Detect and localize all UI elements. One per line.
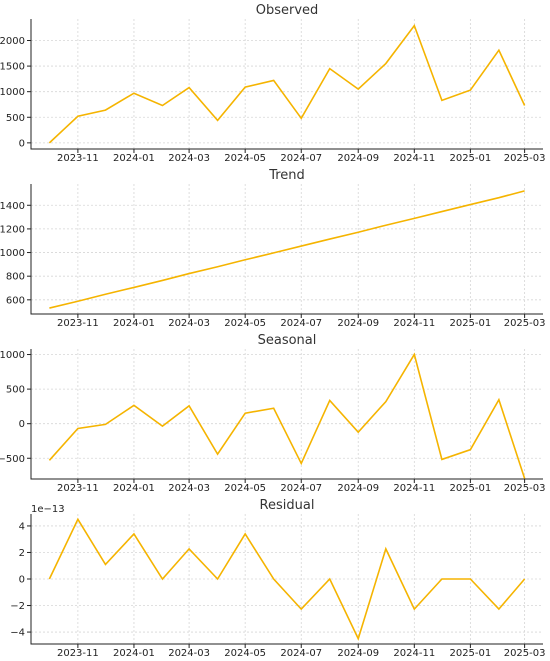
series-line-observed <box>48 23 526 144</box>
y-tick-label: 4 <box>19 521 25 532</box>
x-tick-label: 2025-03 <box>504 318 546 329</box>
y-tick-label: 1400 <box>0 201 25 212</box>
x-tick-label: 2023-11 <box>57 483 99 494</box>
y-tick-label: 2000 <box>0 36 25 47</box>
x-tick-label: 2024-03 <box>168 318 210 329</box>
axes-spine <box>30 184 543 315</box>
x-tick-label: 2025-03 <box>504 153 546 164</box>
x-tick-label: 2025-01 <box>449 483 491 494</box>
y-tick-label: 1000 <box>0 350 25 361</box>
x-tick-label: 2024-11 <box>393 153 435 164</box>
x-tick-label: 2024-07 <box>280 318 322 329</box>
x-tick-label: 2024-11 <box>393 648 435 659</box>
x-tick-label: 2024-05 <box>224 648 266 659</box>
panel-observed: 2023-11 2024-01 2024-03 2024-05 2024-07 2024-… <box>0 3 546 164</box>
y-tick-label: −500 <box>0 454 25 465</box>
x-tick-label: 2024-03 <box>168 648 210 659</box>
x-tick-label: 2024-11 <box>393 483 435 494</box>
x-tick-label: 2023-11 <box>57 318 99 329</box>
x-tick-label: 2024-01 <box>113 648 155 659</box>
y-tick-label: 0 <box>19 419 25 430</box>
x-tick-label: 2023-11 <box>57 153 99 164</box>
x-tick-label: 2024-05 <box>224 483 266 494</box>
x-tick-label: 2024-05 <box>224 318 266 329</box>
x-tick-label: 2023-11 <box>57 648 99 659</box>
x-tick-label: 2024-09 <box>337 648 379 659</box>
y-tick-label: 1000 <box>0 248 25 259</box>
y-tick-label: 1200 <box>0 224 25 235</box>
x-tick-label: 2024-09 <box>337 153 379 164</box>
x-tick-label: 2025-01 <box>449 153 491 164</box>
y-tick-label: 800 <box>6 272 25 283</box>
y-tick-label: −2 <box>10 601 25 612</box>
x-tick-label: 2024-01 <box>113 483 155 494</box>
offset-text: 1e−13 <box>31 504 65 515</box>
x-tick-label: 2024-05 <box>224 153 266 164</box>
y-tick-label: −4 <box>10 628 25 639</box>
y-tick-label: 600 <box>6 295 25 306</box>
y-tick-label: 1500 <box>0 62 25 73</box>
x-tick-label: 2025-03 <box>504 483 546 494</box>
panel-title: Observed <box>256 3 319 18</box>
x-tick-label: 2024-01 <box>113 153 155 164</box>
y-tick-label: 500 <box>6 385 25 396</box>
x-tick-label: 2024-09 <box>337 318 379 329</box>
x-tick-label: 2024-07 <box>280 153 322 164</box>
panel-residual: 2023-11 2024-01 2024-03 2024-05 2024-07 2024-… <box>10 498 545 659</box>
x-tick-label: 2025-01 <box>449 648 491 659</box>
axes-spine <box>30 19 543 150</box>
panel-title: Seasonal <box>258 333 317 348</box>
series-line-trend <box>49 190 525 309</box>
series-line-seasonal <box>48 352 526 479</box>
y-tick-label: 500 <box>6 113 25 124</box>
y-tick-label: 0 <box>19 138 25 149</box>
x-tick-label: 2024-03 <box>168 483 210 494</box>
y-tick-label: 2 <box>19 548 25 559</box>
x-tick-label: 2024-07 <box>280 648 322 659</box>
x-tick-label: 2024-01 <box>113 318 155 329</box>
series-line-residual <box>48 517 526 641</box>
y-tick-label: 0 <box>19 575 25 586</box>
x-tick-label: 2024-11 <box>393 318 435 329</box>
axes-spine <box>30 349 543 480</box>
panel-trend: 2023-11 2024-01 2024-03 2024-05 2024-07 2024-… <box>0 168 546 329</box>
y-tick-label: 1000 <box>0 87 25 98</box>
x-tick-label: 2025-03 <box>504 648 546 659</box>
axes-spine <box>30 514 543 645</box>
x-tick-label: 2024-07 <box>280 483 322 494</box>
x-tick-label: 2025-01 <box>449 318 491 329</box>
panel-title: Residual <box>260 498 315 513</box>
x-tick-label: 2024-03 <box>168 153 210 164</box>
panel-title: Trend <box>268 168 305 183</box>
x-tick-label: 2024-09 <box>337 483 379 494</box>
panel-seasonal: 2023-11 2024-01 2024-03 2024-05 2024-07 2024-… <box>0 333 546 494</box>
